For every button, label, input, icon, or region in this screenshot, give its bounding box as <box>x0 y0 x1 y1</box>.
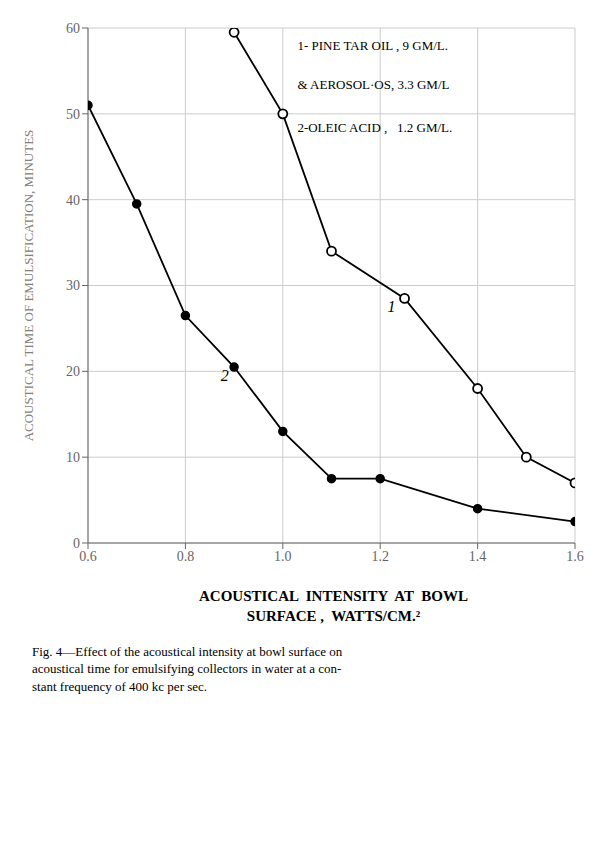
svg-text:1: 1 <box>388 298 396 315</box>
svg-text:60: 60 <box>66 21 80 36</box>
html-text:ACOUSTICAL INTENSITY AT BOWL S: ACOUSTICAL INTENSITY AT BOWL SURFACE , W… <box>199 588 468 625</box>
svg-text:ACOUSTICAL TIME OF EMULSIFICAT: ACOUSTICAL TIME OF EMULSIFICATION, MINUT… <box>21 130 36 442</box>
svg-text:0.8: 0.8 <box>177 549 195 564</box>
svg-text:0.6: 0.6 <box>79 549 97 564</box>
svg-text:1.4: 1.4 <box>469 549 487 564</box>
svg-text:10: 10 <box>66 450 80 465</box>
svg-text:40: 40 <box>66 193 80 208</box>
svg-text:1.2: 1.2 <box>371 549 389 564</box>
svg-text:2: 2 <box>221 367 229 384</box>
svg-text:20: 20 <box>66 364 80 379</box>
svg-text:1- PINE TAR OIL , 9 GM/L.: 1- PINE TAR OIL , 9 GM/L. <box>297 38 448 53</box>
svg-text:2-OLEIC ACID , 1.2 GM/L.: 2-OLEIC ACID , 1.2 GM/L. <box>297 120 452 135</box>
svg-text:50: 50 <box>66 107 80 122</box>
svg-text:1.6: 1.6 <box>566 549 584 564</box>
svg-text:& AEROSOL·OS, 3.3 GM/L: & AEROSOL·OS, 3.3 GM/L <box>297 77 449 92</box>
svg-text:1.0: 1.0 <box>274 549 292 564</box>
svg-text:0: 0 <box>73 536 80 551</box>
html-text:Fig. 4—Effect of the acoustica: Fig. 4—Effect of the acoustical intensit… <box>32 643 343 694</box>
svg-text:30: 30 <box>66 278 80 293</box>
